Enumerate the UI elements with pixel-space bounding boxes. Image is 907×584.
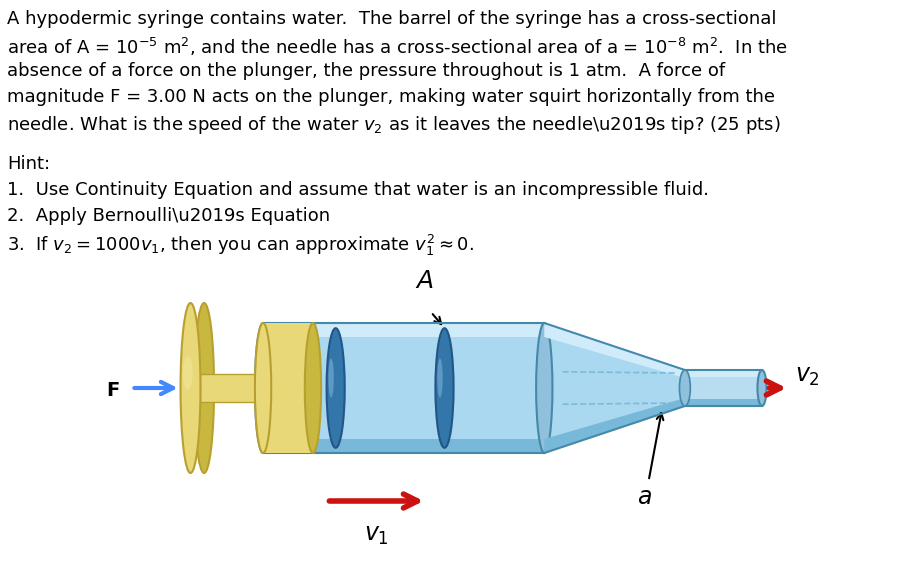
Text: 2.  Apply Bernoulli\u2019s Equation: 2. Apply Bernoulli\u2019s Equation bbox=[7, 207, 330, 225]
Bar bbox=[685, 399, 762, 406]
Bar bbox=[263, 323, 544, 453]
Bar bbox=[263, 323, 313, 453]
Ellipse shape bbox=[757, 370, 766, 406]
Bar bbox=[263, 439, 544, 453]
Ellipse shape bbox=[255, 323, 271, 453]
Bar bbox=[685, 370, 762, 377]
Ellipse shape bbox=[437, 359, 443, 398]
Text: $a$: $a$ bbox=[637, 485, 651, 509]
Text: $v_2$: $v_2$ bbox=[795, 364, 820, 388]
Polygon shape bbox=[544, 398, 685, 453]
Ellipse shape bbox=[435, 328, 454, 448]
Text: 3.  If $v_2 = 1000v_1$, then you can approximate $v_1^2 \approx 0$.: 3. If $v_2 = 1000v_1$, then you can appr… bbox=[7, 233, 474, 258]
Text: Hint:: Hint: bbox=[7, 155, 51, 173]
Text: magnitude F = 3.00 N acts on the plunger, making water squirt horizontally from : magnitude F = 3.00 N acts on the plunger… bbox=[7, 88, 775, 106]
Text: needle. What is the speed of the water $v_2$ as it leaves the needle\u2019s tip?: needle. What is the speed of the water $… bbox=[7, 114, 781, 136]
Text: $v_1$: $v_1$ bbox=[364, 523, 389, 547]
Ellipse shape bbox=[255, 323, 271, 453]
Polygon shape bbox=[544, 323, 685, 378]
Text: area of A = 10$^{-5}$ m$^2$, and the needle has a cross-sectional area of a = 10: area of A = 10$^{-5}$ m$^2$, and the nee… bbox=[7, 36, 788, 58]
Text: $A$: $A$ bbox=[415, 269, 434, 293]
Text: A hypodermic syringe contains water.  The barrel of the syringe has a cross-sect: A hypodermic syringe contains water. The… bbox=[7, 10, 776, 28]
Text: 1.  Use Continuity Equation and assume that water is an incompressible fluid.: 1. Use Continuity Equation and assume th… bbox=[7, 181, 709, 199]
Ellipse shape bbox=[183, 356, 193, 390]
Text: absence of a force on the plunger, the pressure throughout is 1 atm.  A force of: absence of a force on the plunger, the p… bbox=[7, 62, 726, 80]
Text: F: F bbox=[106, 381, 120, 401]
Ellipse shape bbox=[327, 328, 345, 448]
Ellipse shape bbox=[536, 323, 552, 453]
Ellipse shape bbox=[194, 303, 214, 473]
Polygon shape bbox=[544, 323, 685, 453]
Bar bbox=[263, 323, 544, 337]
Ellipse shape bbox=[679, 370, 690, 406]
Bar bbox=[685, 370, 762, 406]
Ellipse shape bbox=[328, 359, 334, 398]
Ellipse shape bbox=[180, 303, 200, 473]
Ellipse shape bbox=[305, 323, 321, 453]
Bar bbox=[200, 374, 263, 402]
